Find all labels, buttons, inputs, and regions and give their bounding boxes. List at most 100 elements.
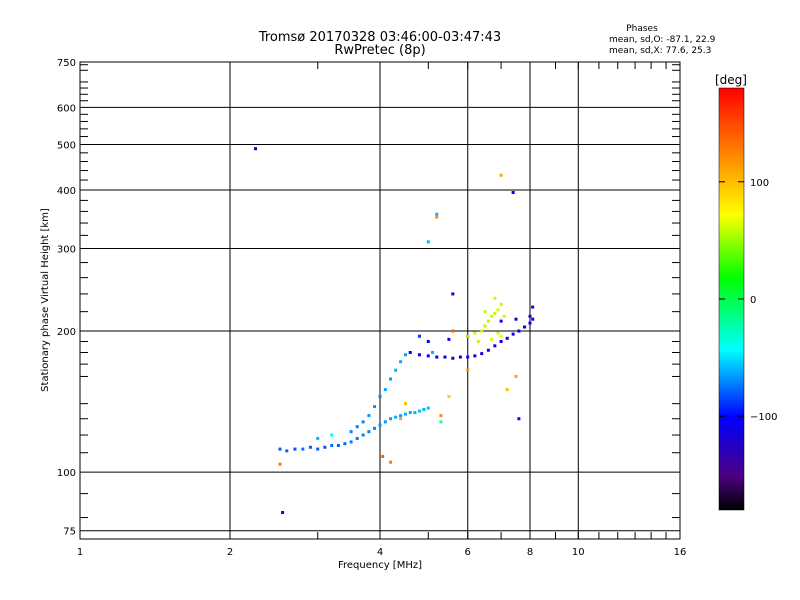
y-tick-label: 100	[57, 468, 76, 479]
y-tick-label: 750	[57, 58, 76, 69]
data-point	[281, 511, 285, 515]
axis-ticks	[79, 62, 681, 539]
data-point	[316, 447, 320, 451]
data-point	[451, 356, 455, 360]
data-point	[293, 447, 297, 451]
data-point	[330, 443, 334, 447]
data-point	[496, 308, 500, 312]
data-point	[413, 411, 417, 415]
data-point	[528, 314, 532, 318]
data-point	[426, 339, 430, 343]
data-point	[531, 317, 535, 321]
x-tick-label: 4	[377, 547, 383, 558]
x-tick-label: 6	[465, 547, 471, 558]
data-point	[480, 352, 484, 356]
data-point	[476, 339, 480, 343]
data-point	[389, 417, 393, 421]
data-point	[483, 310, 487, 314]
x-tick-label: 16	[674, 547, 687, 558]
data-point	[499, 302, 503, 306]
data-point	[408, 350, 412, 354]
data-point	[301, 447, 305, 451]
data-point	[505, 388, 509, 392]
grid-lines	[80, 62, 680, 539]
colorbar-tick-label: −100	[750, 412, 777, 423]
data-point	[383, 388, 387, 392]
colorbar-label: [deg]	[715, 73, 747, 87]
data-point	[422, 408, 426, 412]
data-point	[361, 433, 365, 437]
data-point	[381, 454, 385, 458]
data-point	[483, 324, 487, 328]
data-point	[399, 360, 403, 364]
data-point	[514, 374, 518, 378]
data-point	[394, 368, 398, 372]
data-point	[499, 334, 503, 338]
data-point	[528, 321, 532, 325]
data-point	[278, 462, 282, 466]
data-point	[505, 336, 509, 340]
data-point	[253, 147, 257, 151]
data-point	[499, 319, 503, 323]
data-point	[490, 337, 494, 341]
data-points	[253, 147, 535, 515]
data-point	[399, 417, 403, 421]
data-point	[473, 331, 477, 335]
data-point	[486, 319, 490, 323]
data-point	[367, 430, 371, 434]
data-point	[439, 420, 443, 424]
phases-o-stats: mean, sd,O: -87.1, 22.9	[609, 35, 716, 45]
data-point	[373, 405, 377, 409]
data-point	[511, 191, 515, 195]
chart-subtitle: RwPretec (8p)	[334, 43, 425, 58]
colorbar-tick-label: 100	[750, 178, 769, 189]
data-point	[308, 445, 312, 449]
data-point	[443, 355, 447, 359]
data-point	[336, 443, 340, 447]
data-point	[389, 460, 393, 464]
data-point	[451, 292, 455, 296]
data-point	[349, 430, 353, 434]
x-tick-label: 1	[77, 547, 83, 558]
data-point	[426, 406, 430, 410]
data-point	[511, 332, 515, 336]
data-point	[435, 212, 439, 216]
data-point	[496, 331, 500, 335]
data-point	[383, 420, 387, 424]
colorbar-tick-label: 0	[750, 295, 756, 306]
data-point	[426, 354, 430, 358]
x-tick-label: 10	[572, 547, 585, 558]
data-point	[493, 296, 497, 300]
y-tick-label: 300	[57, 245, 76, 256]
data-point	[394, 415, 398, 419]
data-point	[403, 412, 407, 416]
data-point	[480, 329, 484, 333]
chart-title: Tromsø 20170328 03:46:00-03:47:43	[258, 30, 501, 45]
data-point	[378, 423, 382, 427]
data-point	[389, 377, 393, 381]
data-point	[367, 414, 371, 418]
y-tick-label: 75	[63, 527, 76, 538]
data-point	[466, 368, 470, 372]
phases-title: Phases	[626, 24, 658, 34]
data-point	[493, 344, 497, 348]
data-point	[447, 395, 451, 399]
colorbar-ticks: 100 0 −100	[719, 178, 777, 423]
y-tick-label: 400	[57, 186, 76, 197]
data-point	[343, 442, 347, 446]
data-point	[403, 402, 407, 406]
data-point	[417, 353, 421, 357]
data-point	[330, 433, 334, 437]
data-point	[502, 314, 506, 318]
data-point	[426, 240, 430, 244]
data-point	[458, 355, 462, 359]
data-point	[435, 215, 439, 219]
y-tick-label: 200	[57, 327, 76, 338]
data-point	[323, 445, 327, 449]
data-point	[517, 417, 521, 421]
data-point	[466, 355, 470, 359]
data-point	[490, 314, 494, 318]
data-point	[447, 337, 451, 341]
data-point	[466, 334, 470, 338]
